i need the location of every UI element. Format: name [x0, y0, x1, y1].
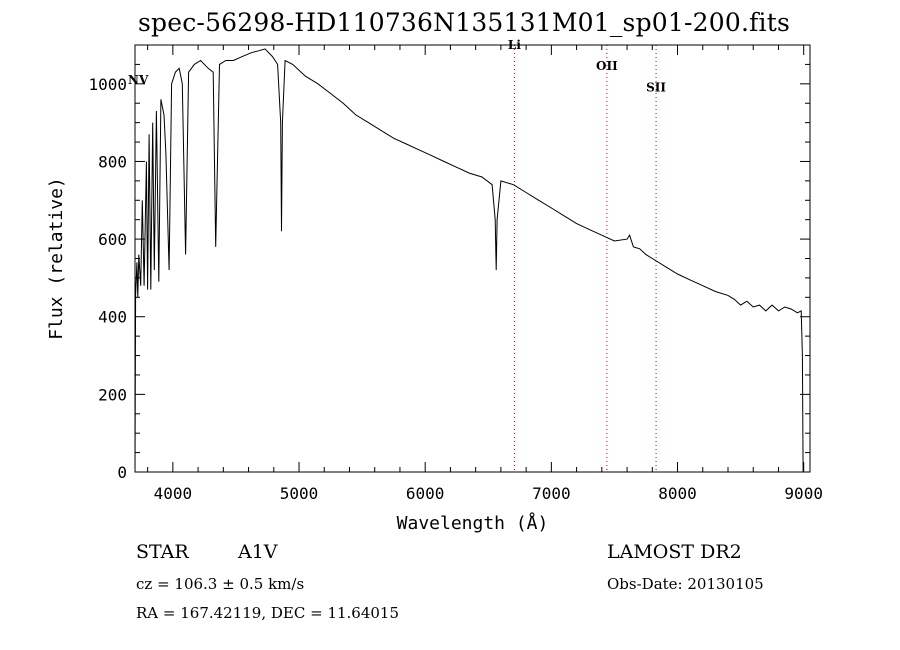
y-tick-label: 1000	[88, 75, 127, 94]
x-tick-label: 9000	[784, 484, 823, 503]
y-tick-label: 800	[98, 152, 127, 171]
x-axis-label: Wavelength (Å)	[397, 512, 549, 534]
line-marker-label: SII	[646, 81, 666, 95]
axis-ticks: 4000 5000 6000 7000 8000 9000 0 200 400 600 800 100…	[88, 45, 823, 503]
plot-frame	[134, 44, 811, 473]
redshift-text: cz = 106.3 ± 0.5 km/s	[136, 575, 305, 593]
x-tick-label: 6000	[406, 484, 445, 503]
y-tick-label: 600	[98, 230, 127, 249]
x-tick-label: 4000	[154, 484, 193, 503]
spectral-subclass: A1V	[238, 541, 278, 563]
object-type: STAR	[136, 541, 189, 563]
line-marker-label: NV	[128, 73, 149, 87]
y-tick-label: 0	[117, 463, 127, 482]
y-tick-label: 200	[98, 385, 127, 404]
y-tick-label: 400	[98, 308, 127, 327]
y-axis-label: Flux (relative)	[46, 177, 67, 340]
spectrum-line	[134, 48, 804, 473]
x-tick-label: 7000	[532, 484, 571, 503]
coordinates-text: RA = 167.42119, DEC = 11.64015	[136, 604, 400, 622]
x-tick-label: 5000	[280, 484, 319, 503]
line-marker-label: OII	[596, 59, 618, 73]
x-tick-label: 8000	[658, 484, 697, 503]
chart-title: spec-56298-HD110736N135131M01_sp01-200.f…	[138, 8, 791, 37]
survey-name: LAMOST DR2	[607, 541, 742, 563]
obs-date-text: Obs-Date: 20130105	[607, 575, 764, 593]
